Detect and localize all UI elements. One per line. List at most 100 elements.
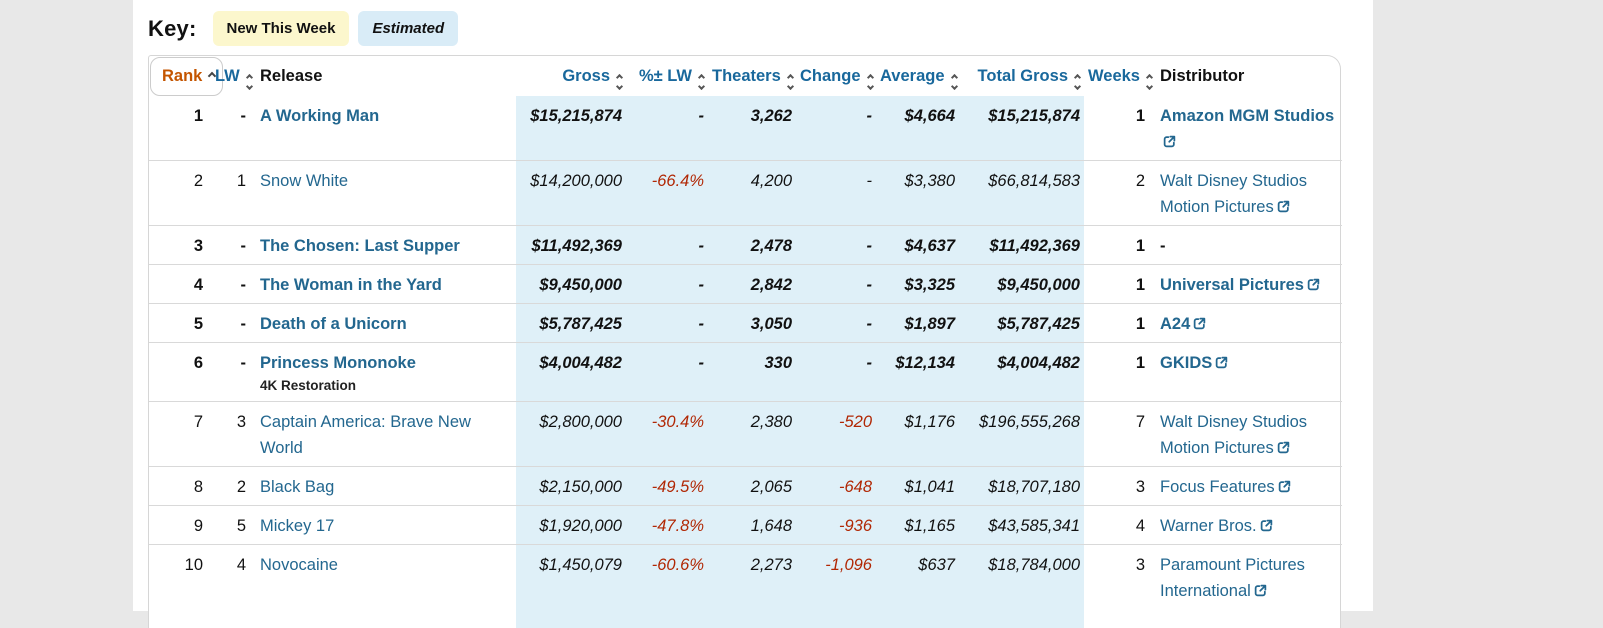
change-cell: - [796, 96, 876, 161]
distributor-link[interactable]: Walt Disney Studios Motion Pictures [1160, 172, 1307, 216]
total_gross-cell: $18,784,000 [959, 545, 1084, 628]
pct_lw-cell: - [626, 304, 708, 343]
external-link-icon [1193, 317, 1206, 330]
distributor-link[interactable]: Universal Pictures [1160, 276, 1320, 294]
release-link[interactable]: The Woman in the Yard [260, 276, 442, 294]
theaters-cell: 2,065 [708, 467, 796, 506]
release-link[interactable]: Mickey 17 [260, 517, 334, 535]
lw-cell: - [211, 226, 249, 265]
column-label: Release [260, 67, 322, 85]
external-link-icon [1163, 135, 1176, 148]
column-header-change[interactable]: Change [796, 56, 876, 96]
distributor-cell: Universal Pictures [1149, 265, 1342, 304]
lw-cell: 3 [211, 402, 249, 467]
gross-cell: $14,200,000 [516, 161, 626, 226]
distributor-link[interactable]: Warner Bros. [1160, 517, 1273, 535]
change-cell: - [796, 343, 876, 402]
theaters-cell: 2,273 [708, 545, 796, 628]
release-link[interactable]: Novocaine [260, 556, 338, 574]
total_gross-cell: $11,492,369 [959, 226, 1084, 265]
sort-toggle-icon [699, 75, 704, 89]
gross-cell: $11,492,369 [516, 226, 626, 265]
column-header-gross[interactable]: Gross [516, 56, 626, 96]
weeks-cell: 1 [1084, 343, 1149, 402]
total_gross-cell: $4,004,482 [959, 343, 1084, 402]
table-row: 3-The Chosen: Last Supper$11,492,369-2,4… [149, 226, 1342, 265]
distributor-cell: Focus Features [1149, 467, 1342, 506]
change-cell: - [796, 161, 876, 226]
weeks-cell: 1 [1084, 96, 1149, 161]
release-link[interactable]: Black Bag [260, 478, 334, 496]
column-label: Weeks [1088, 67, 1140, 85]
release-cell: Black Bag [249, 467, 516, 506]
release-link[interactable]: Death of a Unicorn [260, 315, 407, 333]
column-label: Rank [162, 63, 202, 89]
distributor-link[interactable]: Paramount Pictures International [1160, 556, 1305, 600]
sort-toggle-icon [617, 75, 622, 89]
lw-cell: - [211, 265, 249, 304]
weeks-cell: 1 [1084, 304, 1149, 343]
rank-cell: 6 [149, 343, 211, 402]
weeks-cell: 7 [1084, 402, 1149, 467]
column-header-weeks[interactable]: Weeks [1084, 56, 1149, 96]
distributor-cell: Walt Disney Studios Motion Pictures [1149, 161, 1342, 226]
release-link[interactable]: Captain America: Brave New World [260, 413, 471, 457]
release-link[interactable]: Snow White [260, 172, 348, 190]
lw-cell: 4 [211, 545, 249, 628]
change-cell: -936 [796, 506, 876, 545]
distributor-link[interactable]: Walt Disney Studios Motion Pictures [1160, 413, 1307, 457]
release-cell: A Working Man [249, 96, 516, 161]
weeks-cell: 1 [1084, 265, 1149, 304]
distributor-link[interactable]: A24 [1160, 315, 1206, 333]
gross-cell: $15,215,874 [516, 96, 626, 161]
pct_lw-cell: -66.4% [626, 161, 708, 226]
pct_lw-cell: -49.5% [626, 467, 708, 506]
distributor-link[interactable]: Amazon MGM Studios [1160, 107, 1334, 151]
rank-cell: 5 [149, 304, 211, 343]
change-cell: - [796, 265, 876, 304]
theaters-cell: 330 [708, 343, 796, 402]
release-link[interactable]: The Chosen: Last Supper [260, 237, 460, 255]
pct_lw-cell: - [626, 96, 708, 161]
table-row: 1-A Working Man$15,215,874-3,262-$4,664$… [149, 96, 1342, 161]
column-header-total_gross[interactable]: Total Gross [959, 56, 1084, 96]
weeks-cell: 1 [1084, 226, 1149, 265]
pct_lw-cell: -60.6% [626, 545, 708, 628]
table-row: 5-Death of a Unicorn$5,787,425-3,050-$1,… [149, 304, 1342, 343]
column-header-average[interactable]: Average [876, 56, 959, 96]
gross-cell: $1,450,079 [516, 545, 626, 628]
sort-toggle-icon [1147, 75, 1152, 89]
external-link-icon [1307, 278, 1320, 291]
average-cell: $4,664 [876, 96, 959, 161]
column-label: Theaters [712, 67, 781, 85]
change-cell: - [796, 226, 876, 265]
distributor-cell: Paramount Pictures International [1149, 545, 1342, 628]
column-header-rank[interactable]: Rank [149, 56, 211, 96]
distributor-link[interactable]: GKIDS [1160, 354, 1228, 372]
average-cell: $3,380 [876, 161, 959, 226]
gross-cell: $1,920,000 [516, 506, 626, 545]
column-header-release: Release [249, 56, 516, 96]
gross-cell: $9,450,000 [516, 265, 626, 304]
release-link[interactable]: A Working Man [260, 107, 379, 125]
weeks-cell: 2 [1084, 161, 1149, 226]
weeks-cell: 3 [1084, 545, 1149, 628]
release-cell: The Woman in the Yard [249, 265, 516, 304]
release-subtitle: 4K Restoration [260, 376, 512, 396]
column-header-theaters[interactable]: Theaters [708, 56, 796, 96]
theaters-cell: 2,478 [708, 226, 796, 265]
sort-toggle-icon [788, 75, 793, 89]
release-link[interactable]: Princess Mononoke [260, 354, 416, 372]
column-header-pct_lw[interactable]: %± LW [626, 56, 708, 96]
release-cell: Snow White [249, 161, 516, 226]
gross-cell: $4,004,482 [516, 343, 626, 402]
table-row: 4-The Woman in the Yard$9,450,000-2,842-… [149, 265, 1342, 304]
release-cell: Novocaine [249, 545, 516, 628]
distributor-link[interactable]: Focus Features [1160, 478, 1291, 496]
